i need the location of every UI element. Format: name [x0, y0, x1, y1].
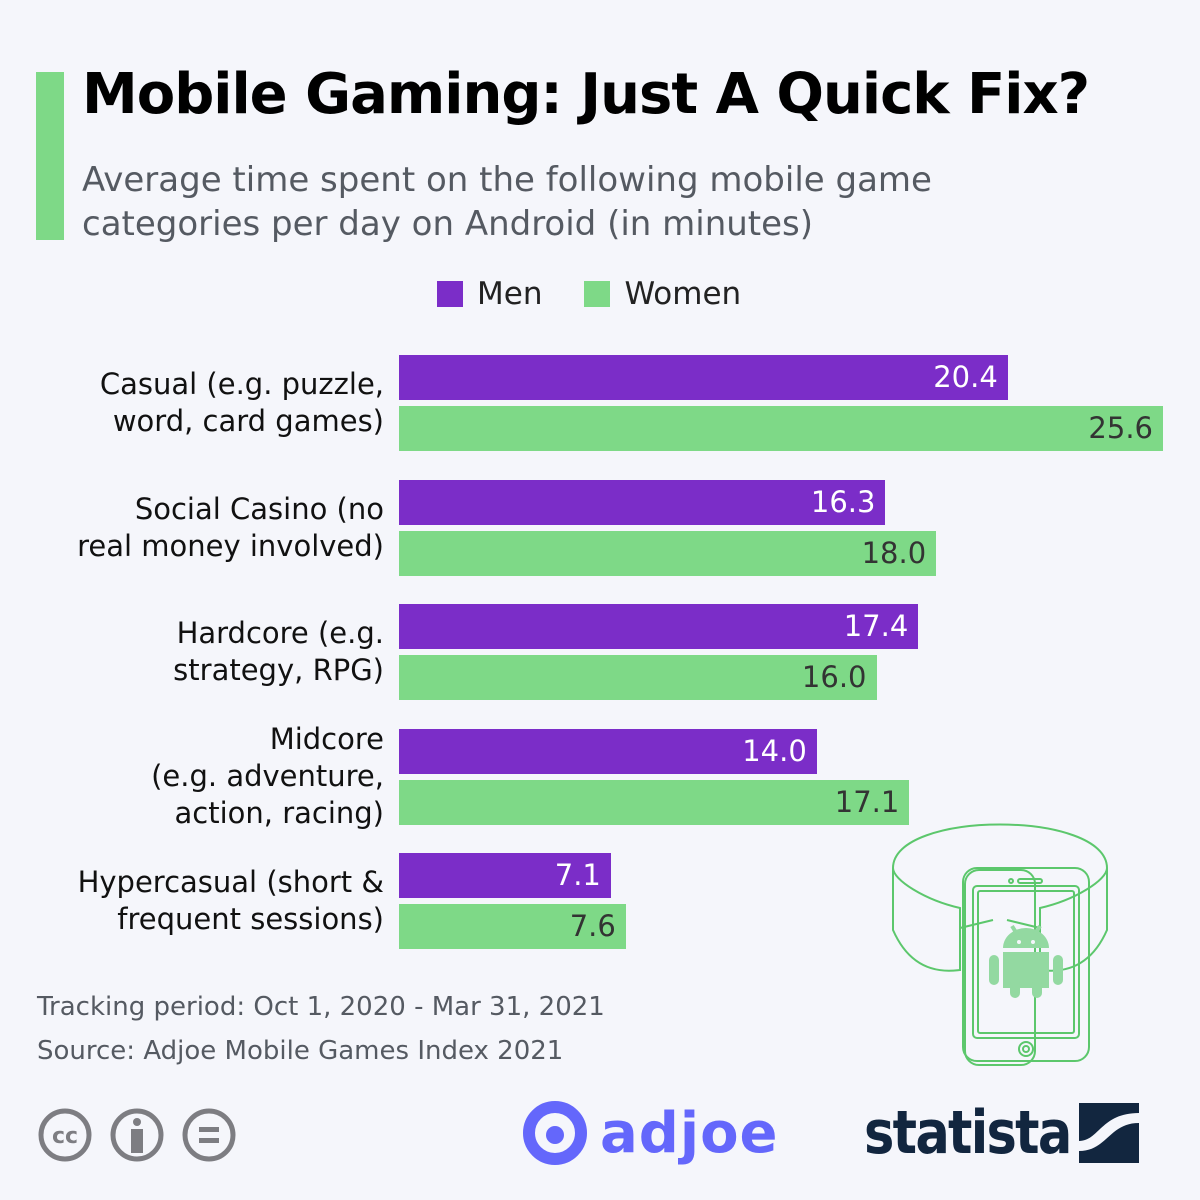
statista-wordmark: statista — [864, 1098, 1072, 1168]
legend-swatch-men — [437, 281, 463, 307]
cc-icon — [38, 1108, 92, 1162]
category-label-line: (e.g. adventure, — [151, 759, 384, 793]
data-label-men: 7.1 — [554, 858, 601, 892]
category-label-line: word, card games) — [112, 404, 384, 438]
category-label-line: action, racing) — [174, 796, 385, 830]
page-title: Mobile Gaming: Just A Quick Fix? — [82, 62, 1090, 127]
category-label-line: Casual (e.g. puzzle, — [99, 367, 384, 401]
legend-men: Men — [437, 276, 542, 312]
bar-women — [399, 530, 937, 576]
cc-license-icons[interactable]: cc — [37, 1107, 237, 1163]
legend-women: Women — [584, 276, 741, 312]
bar-women — [399, 904, 626, 949]
category-label: Social Casino (no real money involved) — [4, 491, 384, 565]
bar-men — [399, 853, 611, 898]
data-label-women: 17.1 — [834, 784, 900, 819]
bar-women — [399, 406, 1163, 451]
data-label-women: 16.0 — [801, 660, 867, 694]
accent-bar — [36, 72, 64, 240]
data-label-women: 7.6 — [569, 909, 616, 943]
data-label-women: 18.0 — [861, 535, 927, 570]
svg-text:cc: cc — [52, 1124, 78, 1149]
adjoe-logo-icon — [523, 1101, 587, 1165]
category-label-line: real money involved) — [77, 528, 384, 563]
statista-logo-icon — [1079, 1103, 1139, 1163]
data-label-men: 17.4 — [843, 609, 909, 643]
category-label-line: Social Casino (no — [134, 491, 384, 526]
statista-logo: statista — [864, 1098, 1139, 1168]
bar-men — [399, 355, 1008, 400]
tracking-period: Tracking period: Oct 1, 2020 - Mar 31, 2… — [37, 992, 605, 1022]
category-label-line: strategy, RPG) — [173, 653, 384, 687]
data-label-women: 25.6 — [1088, 411, 1153, 445]
legend: Men Women — [437, 276, 783, 312]
adjoe-logo: adjoe — [522, 1100, 779, 1166]
legend-label-men: Men — [477, 276, 543, 312]
bar-men — [399, 479, 886, 525]
category-label: Hypercasual (short & frequent sessions) — [4, 864, 384, 938]
source-note: Source: Adjoe Mobile Games Index 2021 — [37, 1036, 564, 1066]
category-label: Hardcore (e.g. strategy, RPG) — [4, 615, 384, 689]
attribution-icon — [110, 1108, 164, 1162]
category-label-line: Midcore — [269, 722, 384, 756]
no-derivatives-icon — [182, 1108, 236, 1162]
bar-men — [399, 604, 919, 649]
subtitle: Average time spent on the following mobi… — [82, 160, 932, 244]
bar-women — [399, 655, 877, 700]
adjoe-wordmark: adjoe — [600, 1100, 779, 1166]
bar-women — [399, 779, 910, 825]
legend-swatch-women — [584, 281, 611, 307]
category-label: Casual (e.g. puzzle, word, card games) — [4, 366, 384, 440]
data-label-men: 20.4 — [933, 360, 998, 394]
category-label-line: Hypercasual (short & — [77, 865, 384, 899]
category-label-line: Hardcore (e.g. — [176, 616, 384, 650]
android-phone-illustration — [892, 823, 1108, 1066]
category-label: Midcore (e.g. adventure, action, racing) — [4, 721, 384, 832]
legend-label-women: Women — [624, 276, 742, 312]
data-label-men: 14.0 — [742, 733, 807, 768]
bar-men — [399, 728, 817, 774]
category-label-line: frequent sessions) — [117, 902, 384, 936]
data-label-men: 16.3 — [810, 484, 876, 519]
